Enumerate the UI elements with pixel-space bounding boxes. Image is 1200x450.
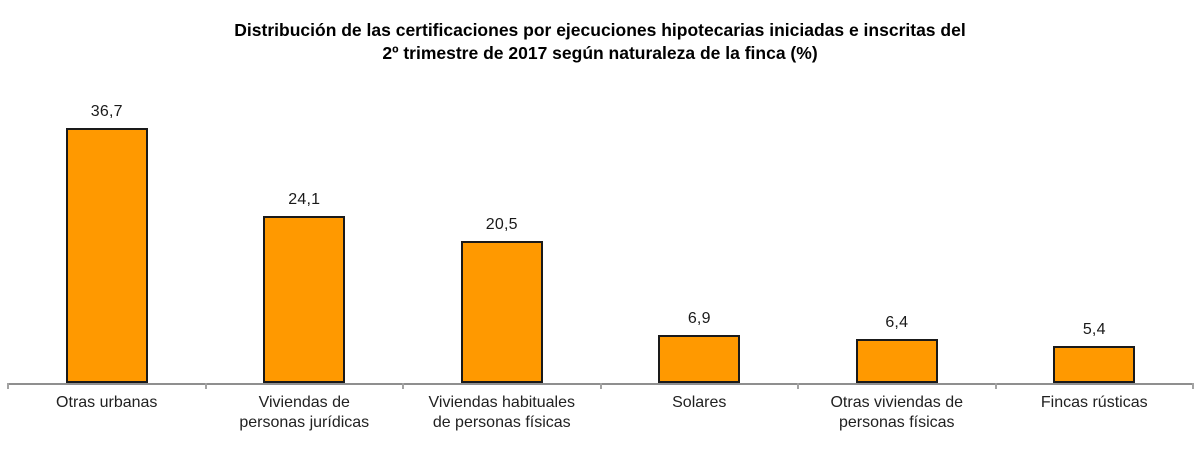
bar	[658, 335, 741, 383]
plot-area: 36,7 24,1 20,5 6,9 6,4 5,4 Otras urbanas Vivie…	[7, 95, 1194, 431]
category-label: Solares	[672, 394, 727, 411]
bar	[65, 127, 148, 383]
bar-column: 5,4	[996, 95, 1194, 383]
value-label: 20,5	[485, 215, 518, 233]
axis-tick	[204, 383, 207, 389]
category-label: Viviendas habituales de personas físicas	[428, 394, 575, 431]
bar-column: 6,4	[798, 95, 996, 383]
axis-tick	[797, 383, 799, 389]
value-label: 5,4	[1082, 320, 1106, 338]
value-label: 6,9	[687, 310, 711, 327]
bar	[460, 240, 543, 383]
bar-column: 6,9	[601, 95, 799, 383]
bar	[1053, 345, 1136, 383]
bar-column: 36,7	[8, 95, 206, 383]
value-label: 6,4	[885, 313, 909, 331]
category-label: Viviendas de personas jurídicas	[239, 394, 370, 431]
axis-tick	[1192, 383, 1194, 389]
axis-tick	[7, 383, 9, 389]
value-label: 24,1	[288, 190, 321, 208]
bar	[855, 338, 938, 383]
bar-column: 24,1	[206, 95, 404, 383]
category-label: Otras viviendas de personas físicas	[830, 394, 963, 431]
category-labels-row: Otras urbanas Viviendas de personas juríd…	[8, 393, 1193, 433]
category-label: Otras urbanas	[56, 394, 158, 411]
bars-container: 36,7 24,1 20,5 6,9 6,4 5,4	[8, 95, 1193, 383]
bar-column: 20,5	[403, 95, 601, 383]
axis-tick	[599, 383, 602, 389]
category-label: Fincas rústicas	[1040, 394, 1148, 411]
axis-tick	[402, 383, 404, 389]
value-label: 36,7	[90, 102, 123, 120]
axis-tick	[994, 383, 997, 389]
bar	[263, 215, 346, 383]
chart-title: Distribución de las certificaciones por …	[234, 20, 966, 63]
